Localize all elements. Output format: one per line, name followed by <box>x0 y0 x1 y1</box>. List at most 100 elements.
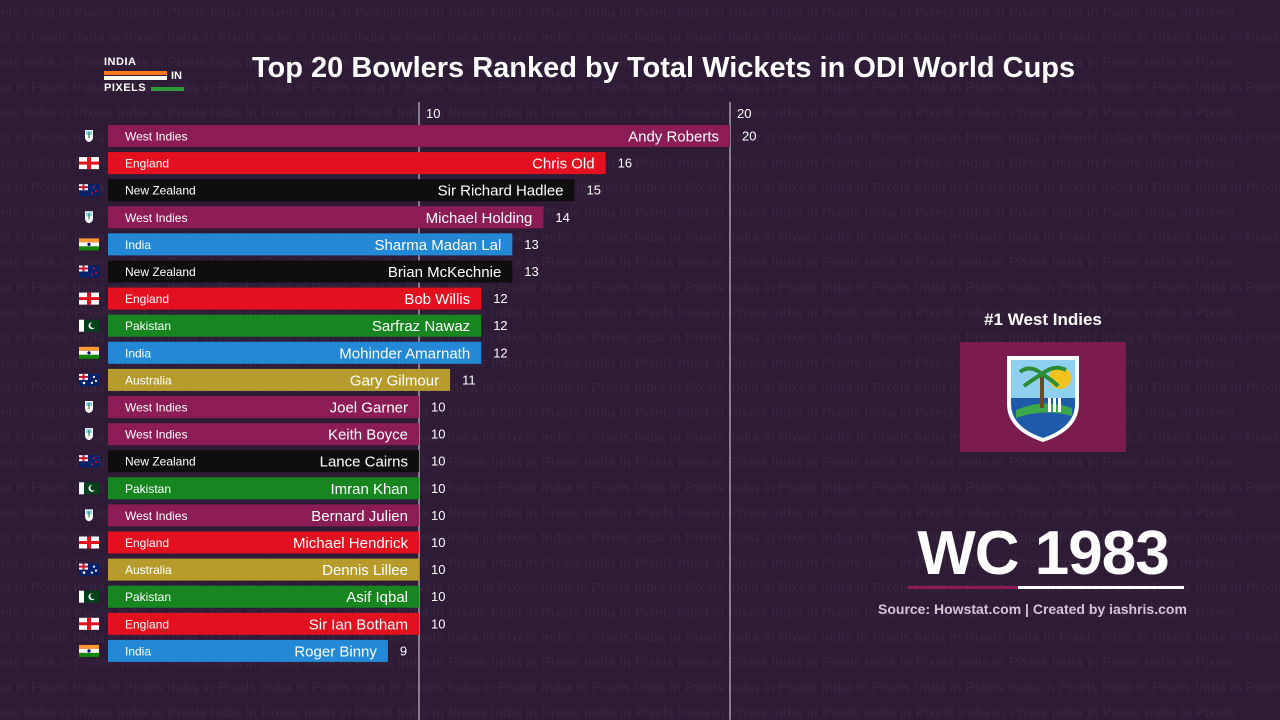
west-indies-flag-icon <box>81 508 97 523</box>
player-label: Bernard Julien <box>311 508 408 525</box>
bar <box>108 450 419 473</box>
west-indies-crest-icon <box>1007 356 1079 442</box>
player-label: Sarfraz Nawaz <box>372 318 470 335</box>
logo-stripe-white <box>104 76 167 80</box>
bar <box>108 260 513 283</box>
logo-line-3: PIXELS <box>104 82 147 94</box>
bar <box>108 639 388 662</box>
year-underline-right <box>1018 586 1184 589</box>
x-tick-label: 20 <box>737 106 751 121</box>
leader-label: #1 West Indies <box>984 310 1102 329</box>
bar <box>108 585 419 608</box>
player-label: Mohinder Amarnath <box>339 345 470 362</box>
value-label: 10 <box>431 454 445 469</box>
year-label: WC 1983 <box>917 519 1169 588</box>
england-flag-icon <box>79 617 99 630</box>
player-label: Andy Roberts <box>628 129 719 146</box>
bar <box>108 504 419 527</box>
team-label: Pakistan <box>125 590 171 604</box>
team-label: England <box>125 536 169 550</box>
player-label: Asif Iqbal <box>346 589 408 606</box>
team-label: Australia <box>125 373 172 387</box>
value-label: 10 <box>431 562 445 577</box>
australia-flag-icon <box>79 563 99 576</box>
value-label: 10 <box>431 535 445 550</box>
value-label: 10 <box>431 400 445 415</box>
value-label: 10 <box>431 481 445 496</box>
bar <box>108 612 419 635</box>
west-indies-flag-icon <box>81 129 97 143</box>
player-label: Michael Holding <box>426 210 533 227</box>
team-label: India <box>125 238 151 252</box>
player-label: Roger Binny <box>294 643 377 660</box>
west-indies-flag-icon <box>81 427 97 442</box>
bar <box>108 558 419 581</box>
india-flag-icon <box>79 644 99 657</box>
value-label: 13 <box>524 264 538 279</box>
team-label: West Indies <box>125 211 187 225</box>
bar <box>108 531 419 554</box>
player-label: Keith Boyce <box>328 427 408 444</box>
value-label: 14 <box>555 210 569 225</box>
team-label: Pakistan <box>125 482 171 496</box>
leader-flag <box>960 342 1126 452</box>
team-label: Pakistan <box>125 319 171 333</box>
value-label: 12 <box>493 318 507 333</box>
logo-line-2: IN <box>171 70 182 82</box>
team-label: England <box>125 292 169 306</box>
team-label: Australia <box>125 563 172 577</box>
bar <box>108 341 482 364</box>
logo-stripe-saffron <box>104 71 167 75</box>
value-label: 11 <box>462 372 476 387</box>
team-label: West Indies <box>125 509 187 523</box>
england-flag-icon <box>79 292 99 305</box>
pakistan-flag-icon <box>79 319 99 332</box>
brand-logo: INDIA IN PIXELS <box>103 55 187 95</box>
source-credit: Source: Howstat.com | Created by iashris… <box>878 601 1187 617</box>
india-flag-icon <box>79 346 99 359</box>
player-label: Imran Khan <box>330 481 408 498</box>
player-label: Dennis Lillee <box>322 562 408 579</box>
bar <box>108 368 451 391</box>
player-label: Brian McKechnie <box>388 264 501 281</box>
player-label: Lance Cairns <box>320 454 408 471</box>
new-zealand-flag-icon <box>79 184 99 197</box>
x-tick-label: 10 <box>426 106 440 121</box>
australia-flag-icon <box>79 373 99 386</box>
india-flag-icon <box>79 238 99 251</box>
team-label: New Zealand <box>125 265 196 279</box>
bar <box>108 396 419 418</box>
pakistan-flag-icon <box>79 482 99 495</box>
bar <box>108 287 482 310</box>
value-label: 13 <box>524 237 538 252</box>
team-label: India <box>125 644 151 658</box>
team-label: New Zealand <box>125 455 196 469</box>
bar <box>108 423 419 446</box>
player-label: Chris Old <box>532 156 595 173</box>
new-zealand-flag-icon <box>79 455 99 468</box>
value-label: 10 <box>431 427 445 442</box>
logo-line-1: INDIA <box>104 56 137 68</box>
england-flag-icon <box>79 536 99 549</box>
value-label: 12 <box>493 291 507 306</box>
year-underline-left <box>908 586 1018 589</box>
team-label: New Zealand <box>125 184 196 198</box>
pakistan-flag-icon <box>79 590 99 603</box>
player-label: Sir Ian Botham <box>309 616 408 633</box>
bar <box>108 233 513 256</box>
bar <box>108 477 419 500</box>
team-label: West Indies <box>125 401 187 415</box>
player-label: Bob Willis <box>404 291 470 308</box>
england-flag-icon <box>79 157 99 170</box>
west-indies-flag-icon <box>81 210 97 225</box>
west-indies-flag-icon <box>81 400 97 414</box>
value-label: 15 <box>587 183 601 198</box>
team-label: England <box>125 617 169 631</box>
value-label: 10 <box>431 589 445 604</box>
player-label: Michael Hendrick <box>293 535 409 552</box>
bar <box>108 125 730 147</box>
value-label: 12 <box>493 345 507 360</box>
bar <box>108 152 606 175</box>
value-label: 16 <box>618 156 632 171</box>
